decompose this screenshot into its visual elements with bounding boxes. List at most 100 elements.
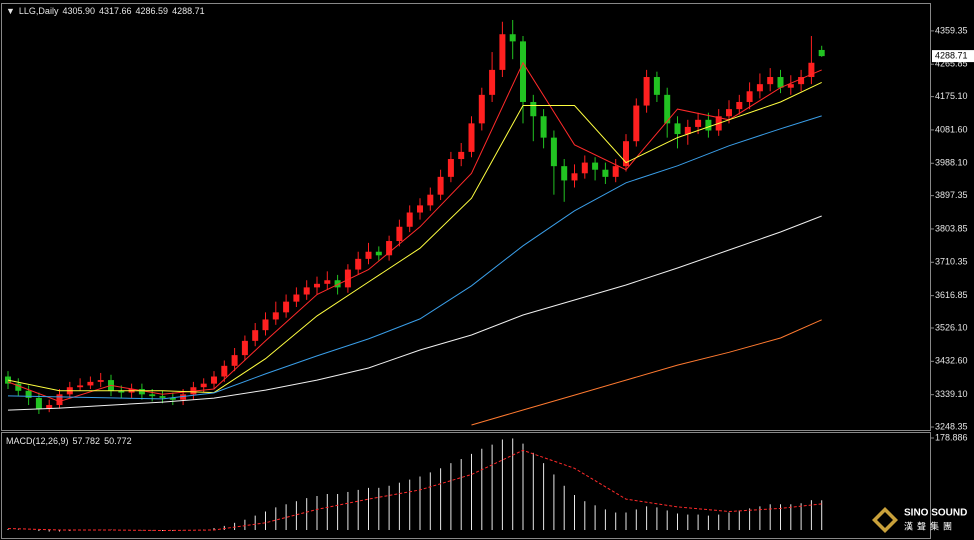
candle-body: [808, 62, 815, 78]
candle-body: [489, 69, 496, 95]
y-tick-label: 3897.35: [935, 190, 968, 200]
y-tick-label: 178.886: [935, 432, 968, 442]
macd-header: MACD(12,26,9) 57.782 50.772: [6, 436, 136, 446]
candle-body: [406, 212, 413, 227]
candle-body: [653, 77, 660, 95]
logo: SINO SOUND 漢聲集團: [872, 507, 967, 533]
y-tick-label: 3248.35: [935, 421, 968, 431]
low-value: 4286.59: [135, 6, 169, 16]
candle-body: [447, 159, 454, 177]
main-panel-frame: [1, 3, 931, 431]
candle-body: [262, 319, 269, 331]
candle-body: [283, 301, 290, 313]
y-tick-label: 4265.85: [935, 59, 968, 69]
candle-body: [777, 77, 784, 88]
candle-body: [241, 340, 248, 356]
candle-body: [571, 173, 578, 181]
candle-body: [324, 280, 331, 284]
indicator-line: [7, 449, 822, 532]
candle-body: [97, 380, 104, 382]
candle-body: [746, 91, 753, 102]
candle-body: [314, 283, 320, 288]
candle-body: [303, 287, 310, 295]
candle-body: [643, 77, 650, 106]
candle-body: [427, 194, 434, 206]
candle-body: [169, 397, 176, 400]
high-value: 4317.66: [98, 6, 132, 16]
menu-arrow: ▼: [6, 6, 15, 16]
candle-body: [726, 109, 732, 117]
candle-body: [87, 381, 94, 386]
candle-body: [509, 34, 516, 42]
indicator-line: [471, 319, 822, 426]
candle-body: [674, 123, 681, 135]
open-value: 4305.90: [62, 6, 95, 16]
y-tick-label: 4175.10: [935, 91, 968, 101]
candle-body: [550, 137, 557, 167]
candle-body: [705, 119, 712, 131]
candle-body: [15, 383, 22, 391]
candle-body: [540, 116, 547, 138]
candle-body: [530, 101, 537, 117]
candle-body: [272, 312, 279, 320]
candle-body: [344, 269, 351, 288]
candle-body: [149, 394, 156, 397]
candle-body: [77, 385, 84, 388]
candle-body: [355, 258, 362, 270]
candle-body: [756, 84, 763, 92]
candle-body: [180, 394, 187, 400]
indicator-line: [7, 61, 822, 403]
candle-body: [437, 176, 444, 195]
candle-body: [818, 49, 825, 57]
candle-body: [386, 241, 393, 256]
y-tick-label: 3616.85: [935, 290, 968, 300]
candle-body: [695, 119, 702, 127]
candle-body: [633, 105, 640, 142]
candle-body: [561, 166, 568, 181]
candle-body: [46, 405, 53, 409]
candle-body: [581, 162, 588, 174]
candle-body: [252, 330, 259, 341]
candle-body: [5, 376, 11, 384]
indicator-line: [7, 81, 822, 394]
candle-body: [365, 251, 372, 259]
indicator-line: [7, 215, 822, 411]
candle-body: [35, 397, 42, 409]
candle-body: [458, 151, 465, 160]
symbol: LLG,Daily: [18, 6, 59, 16]
candle-body: [592, 162, 599, 170]
candle-body: [138, 388, 145, 395]
macd-value: 57.782: [72, 436, 101, 446]
candle-body: [375, 251, 382, 256]
y-tick-label: 4081.60: [935, 124, 968, 134]
close-value: 4288.71: [172, 6, 205, 16]
macd-title: MACD(12,26,9): [6, 436, 69, 446]
y-tick-label: 3339.10: [935, 389, 968, 399]
candle-body: [56, 394, 63, 406]
candle-body: [684, 126, 691, 135]
candle-body: [623, 141, 629, 167]
candle-body: [200, 383, 207, 388]
candle-body: [221, 365, 228, 377]
logo-name: SINO SOUND: [904, 508, 967, 519]
logo-chinese: 漢聲集團: [904, 520, 956, 531]
candle-body: [767, 77, 774, 85]
y-tick-label: 3988.10: [935, 158, 968, 168]
price-tag-box: [932, 50, 974, 63]
candle-body: [211, 376, 217, 384]
candle-body: [520, 41, 526, 102]
y-tick-label: 3526.10: [935, 322, 968, 332]
macd-panel-frame: [1, 432, 931, 539]
candle-body: [478, 94, 485, 124]
candle-body: [736, 101, 743, 110]
candle-body: [396, 226, 403, 242]
main-header: ▼ LLG,Daily 4305.90 4317.66 4286.59 4288.71: [6, 6, 209, 16]
candle-body: [118, 390, 125, 393]
candle-body: [798, 77, 805, 85]
candle-body: [334, 280, 341, 288]
candle-body: [612, 166, 619, 177]
candle-body: [499, 34, 506, 70]
